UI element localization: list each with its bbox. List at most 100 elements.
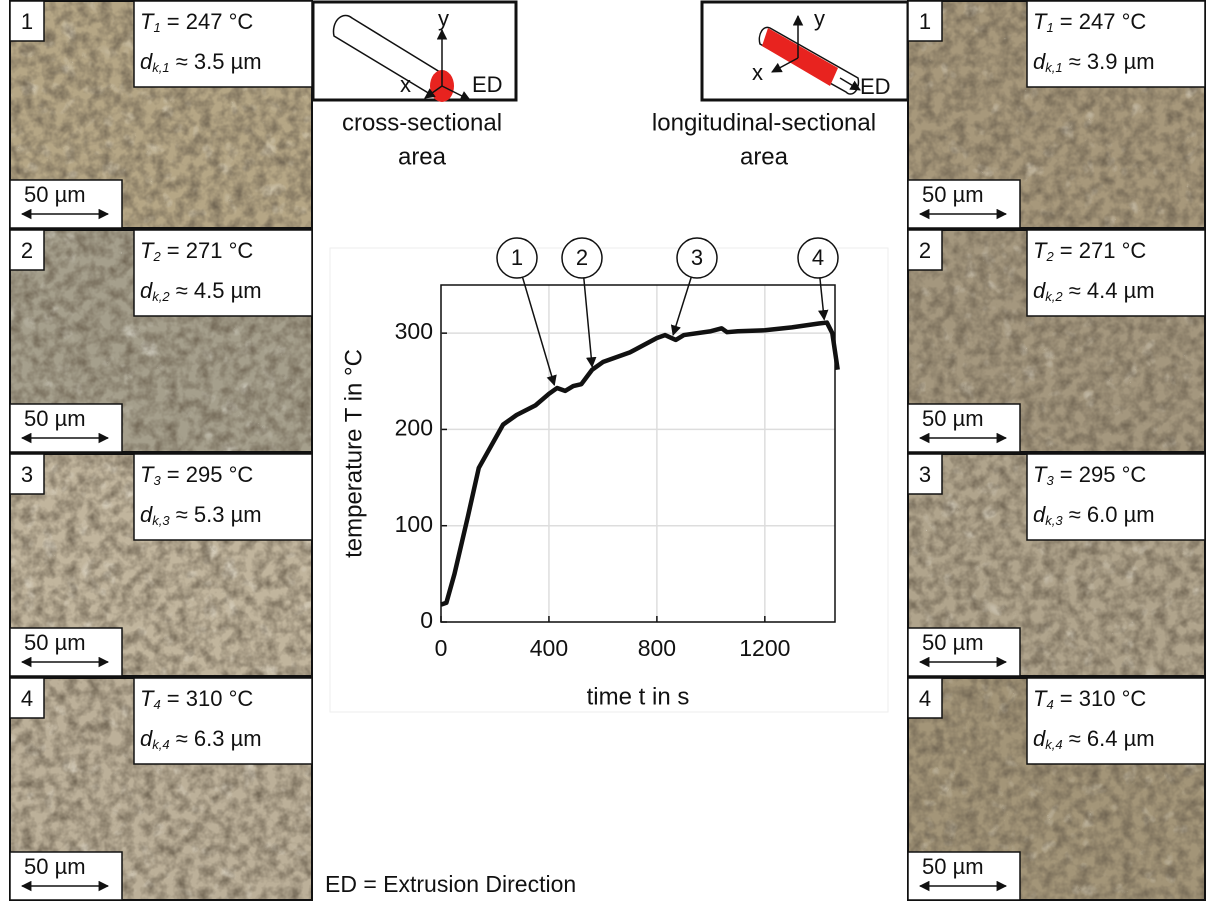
subscript: k,2 — [152, 289, 170, 304]
value: = 310 °C — [161, 686, 254, 711]
footer: ED = Extrusion Direction — [325, 871, 576, 897]
number-box — [907, 0, 943, 42]
y-tick-label: 100 — [395, 511, 433, 537]
label-box — [133, 229, 313, 317]
x-tick-label: 1200 — [739, 635, 790, 661]
value: ≈ 4.4 µm — [1063, 278, 1155, 303]
panel-label: dk,3 ≈ 5.3 µm — [140, 502, 262, 529]
scale-label: 50 µm — [24, 182, 86, 207]
annotation-label: 2 — [576, 245, 588, 270]
y-axis-label: temperature T in °C — [340, 349, 367, 558]
value: = 247 °C — [1054, 9, 1147, 34]
value: ≈ 5.3 µm — [170, 502, 262, 527]
subscript: 2 — [152, 249, 161, 264]
y-tick-label: 0 — [420, 607, 433, 633]
data-line — [440, 320, 840, 607]
subscript: 1 — [1046, 20, 1053, 35]
subscript: 1 — [153, 20, 160, 35]
symbol: T — [1033, 238, 1048, 263]
value: = 271 °C — [161, 238, 254, 263]
scale-label: 50 µm — [922, 630, 984, 655]
axis-letter: y — [814, 6, 825, 31]
label-box — [133, 0, 313, 88]
caption: area — [740, 143, 789, 170]
annotation-label: 1 — [511, 245, 523, 270]
value: ≈ 3.5 µm — [170, 49, 262, 74]
panel-label: dk,1 ≈ 3.9 µm — [1033, 49, 1155, 76]
panel-label: T3 = 295 °C — [140, 462, 253, 489]
value: ≈ 6.4 µm — [1063, 726, 1155, 751]
label-box — [1026, 0, 1206, 88]
number-box — [9, 453, 45, 495]
symbol: d — [1033, 502, 1046, 527]
annotation-label: 3 — [691, 245, 703, 270]
value: = 247 °C — [161, 9, 254, 34]
value: = 271 °C — [1054, 238, 1147, 263]
value: ≈ 6.3 µm — [170, 726, 262, 751]
axis-letter: y — [438, 6, 449, 31]
panel-label: dk,1 ≈ 3.5 µm — [140, 49, 262, 76]
panel-number: 3 — [919, 462, 931, 487]
subscript: k,4 — [1045, 737, 1062, 752]
label-box — [1026, 453, 1206, 541]
symbol: T — [1033, 686, 1048, 711]
subscript: k,3 — [1045, 513, 1063, 528]
number-box — [907, 453, 943, 495]
scale-label: 50 µm — [24, 854, 86, 879]
scale-label: 50 µm — [922, 854, 984, 879]
scale-label: 50 µm — [24, 630, 86, 655]
panel-label: dk,3 ≈ 6.0 µm — [1033, 502, 1155, 529]
scale-label: 50 µm — [922, 182, 984, 207]
symbol: d — [140, 278, 153, 303]
x-tick-label: 0 — [435, 635, 448, 661]
cross-section-diagram: y x ED — [311, 0, 518, 102]
x-axis-label: time t in s — [587, 683, 690, 710]
value: ≈ 6.0 µm — [1063, 502, 1155, 527]
symbol: T — [140, 686, 155, 711]
panel-number: 1 — [21, 9, 33, 34]
scale-box — [907, 851, 1021, 901]
annotation-circle — [797, 237, 839, 279]
value: ≈ 3.9 µm — [1063, 49, 1155, 74]
panel-label: dk,4 ≈ 6.4 µm — [1033, 726, 1155, 753]
label-box — [133, 453, 313, 541]
symbol: T — [140, 238, 155, 263]
x-tick-label: 800 — [638, 635, 676, 661]
subscript: 3 — [1046, 473, 1054, 488]
symbol: d — [1033, 278, 1046, 303]
panel-number: 2 — [21, 238, 33, 263]
symbol: T — [140, 462, 155, 487]
symbol: d — [140, 49, 153, 74]
caption: area — [398, 143, 447, 170]
label-box — [1026, 229, 1206, 317]
symbol: T — [140, 9, 155, 34]
subscript: k,1 — [152, 60, 169, 75]
subscript: 4 — [153, 697, 160, 712]
scale-box — [9, 851, 123, 901]
scale-box — [907, 403, 1021, 453]
number-box — [9, 229, 45, 271]
value: ≈ 4.5 µm — [170, 278, 262, 303]
subscript: k,2 — [1045, 289, 1063, 304]
panel-label: T1 = 247 °C — [1033, 9, 1146, 36]
scale-label: 50 µm — [24, 406, 86, 431]
value: = 295 °C — [1054, 462, 1147, 487]
number-box — [9, 677, 45, 719]
plot-frame — [440, 284, 836, 623]
symbol: d — [140, 726, 153, 751]
annotation-arrow — [521, 277, 557, 387]
panel-number: 1 — [919, 9, 931, 34]
symbol: d — [140, 502, 153, 527]
subscript: 3 — [153, 473, 161, 488]
panel-number: 3 — [21, 462, 33, 487]
panel-label: dk,2 ≈ 4.4 µm — [1033, 278, 1155, 305]
label-box — [1026, 677, 1206, 765]
annotation-circle — [496, 237, 538, 279]
